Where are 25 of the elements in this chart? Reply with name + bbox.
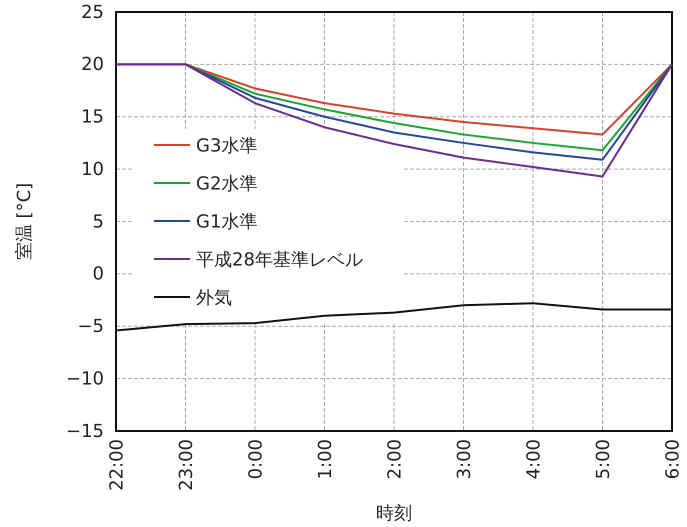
- x-tick-label: 5:00: [592, 439, 614, 480]
- y-tick-label: −5: [77, 316, 104, 338]
- x-tick-label: 6:00: [662, 439, 684, 480]
- y-tick-label: 0: [92, 264, 104, 285]
- y-axis-title: 室温 [°C]: [14, 182, 35, 260]
- x-axis-title: 時刻: [376, 503, 412, 524]
- legend-label: G1水準: [196, 211, 258, 232]
- legend-label: 外気: [196, 287, 232, 308]
- y-tick-label: 5: [92, 211, 104, 232]
- y-tick-label: 10: [81, 158, 104, 180]
- x-tick-label: 23:00: [176, 439, 197, 491]
- y-tick-label: 25: [81, 2, 104, 23]
- x-tick-label: 4:00: [523, 439, 544, 480]
- x-tick-label: 3:00: [454, 439, 475, 480]
- x-tick-label: 22:00: [106, 439, 128, 491]
- legend-label: 平成28年基準レベル: [196, 249, 363, 270]
- y-tick-label: −15: [66, 420, 104, 442]
- legend-label: G3水準: [196, 135, 258, 156]
- y-tick-label: −10: [66, 368, 104, 390]
- x-tick-label: 1:00: [314, 439, 336, 480]
- x-tick-label: 0:00: [245, 439, 266, 480]
- legend-label: G2水準: [196, 173, 258, 194]
- y-tick-label: 20: [81, 54, 104, 76]
- x-tick-label: 2:00: [384, 439, 406, 480]
- y-tick-label: 15: [81, 106, 104, 128]
